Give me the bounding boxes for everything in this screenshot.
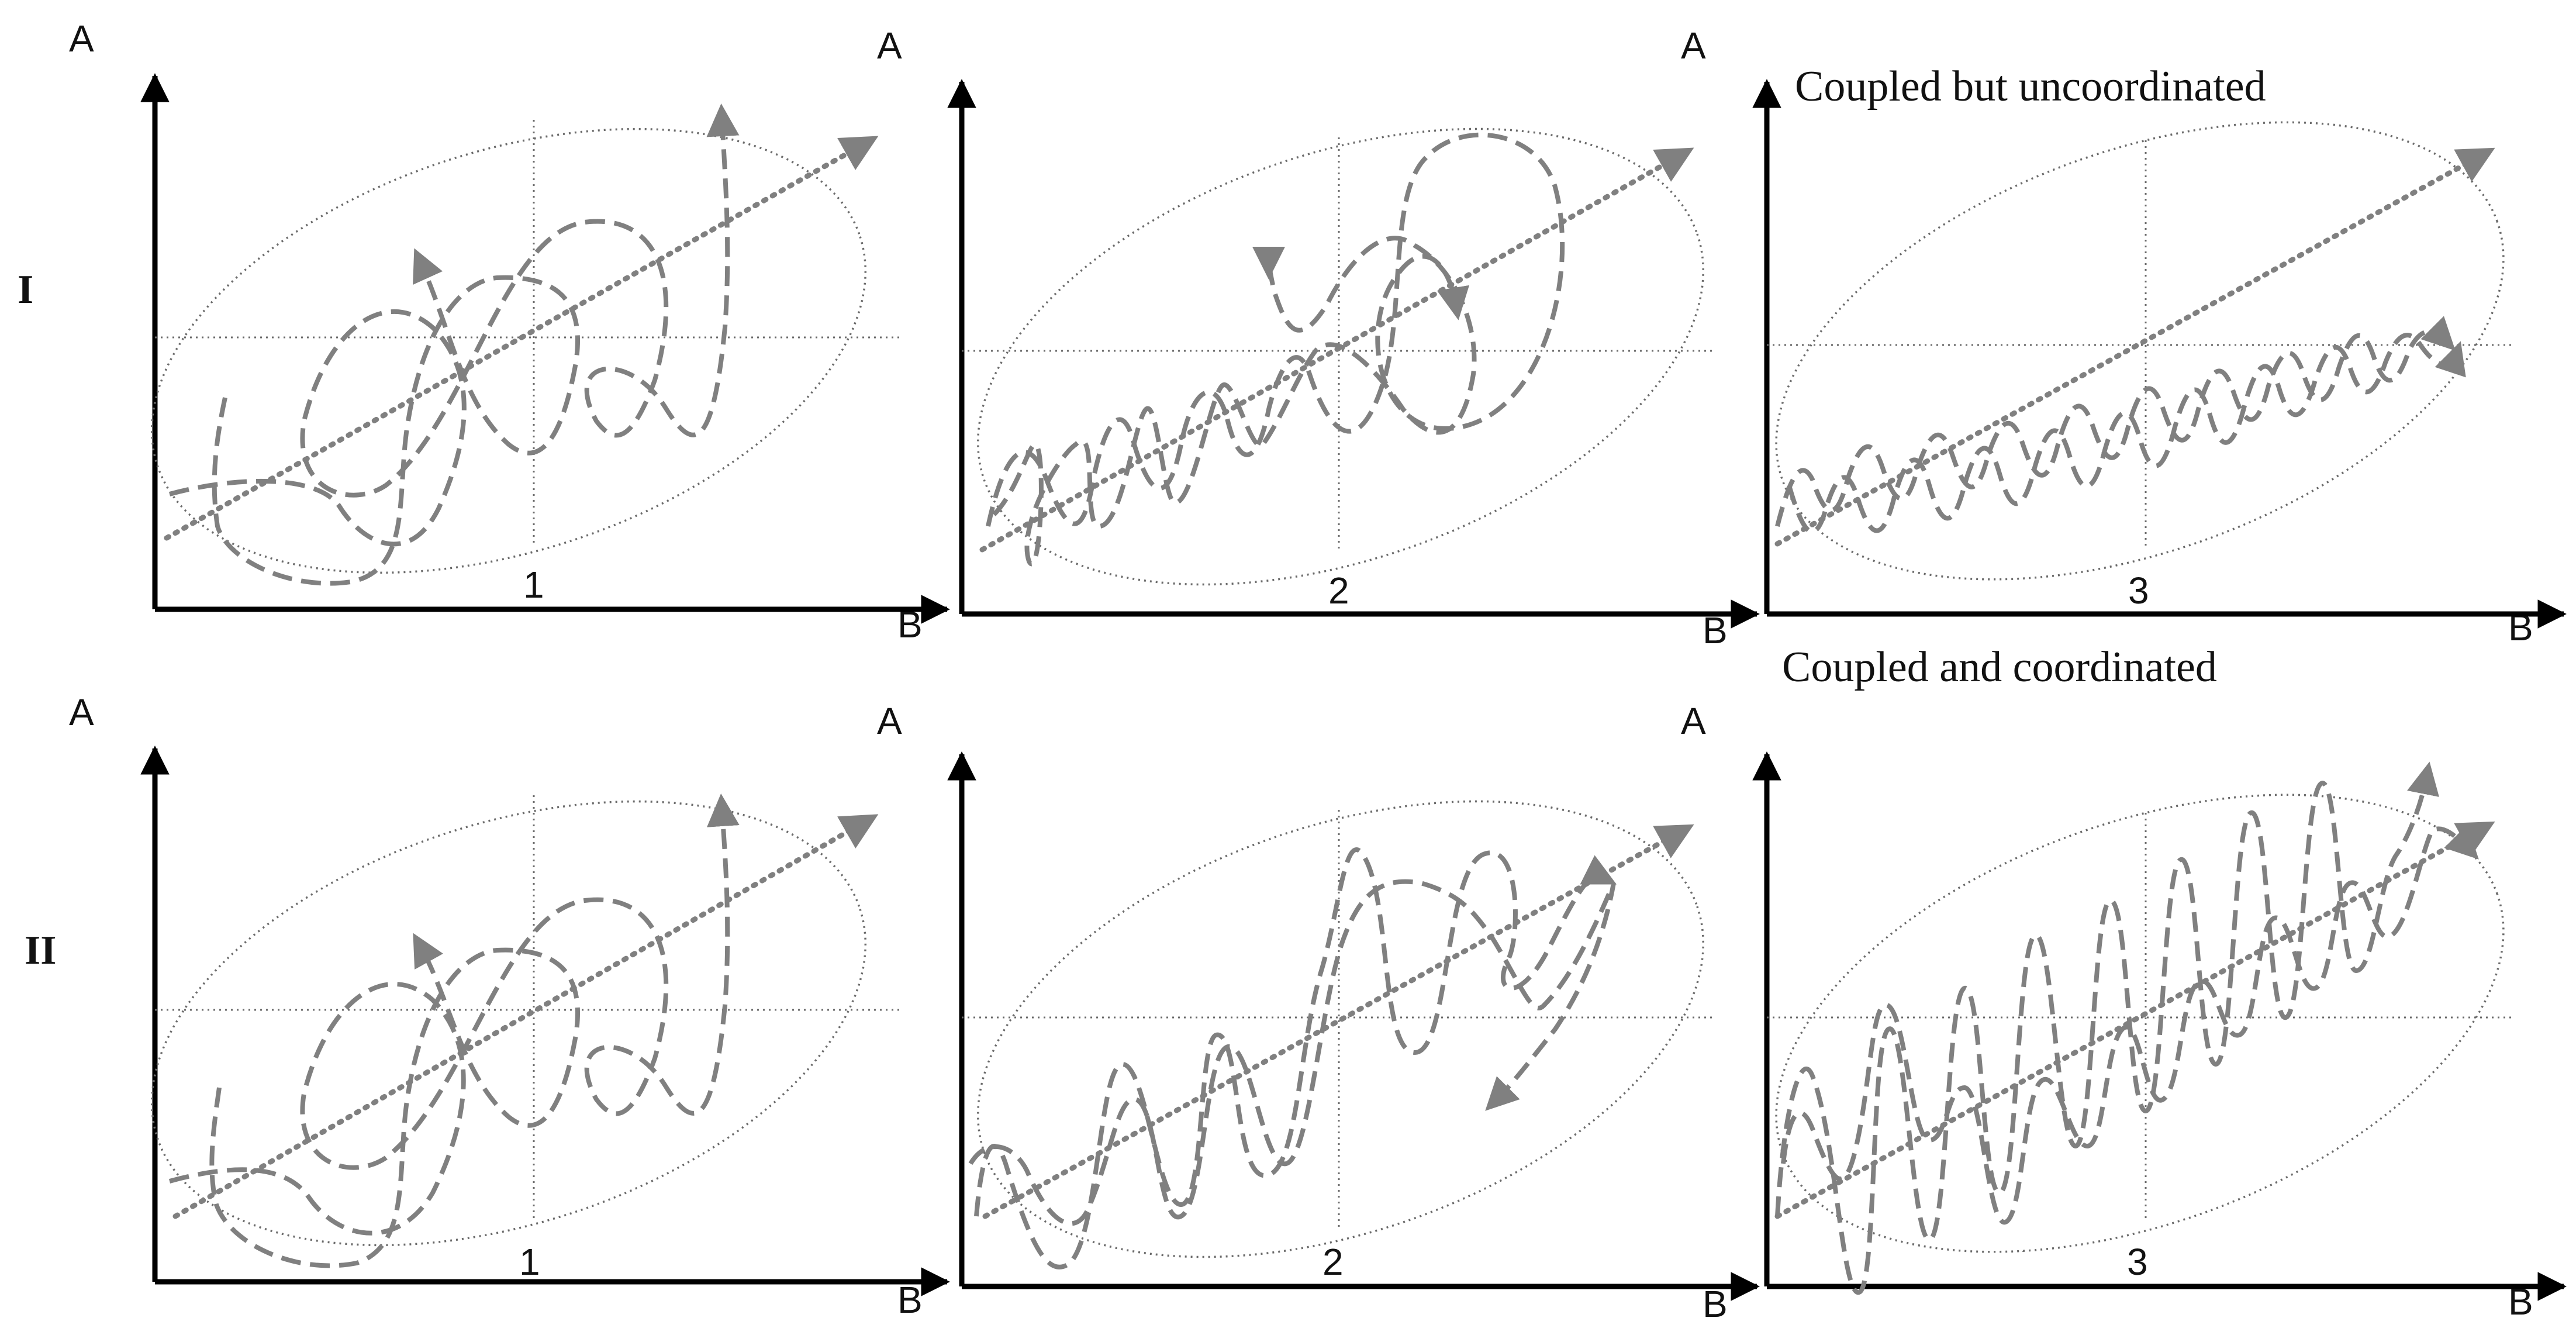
y-axis-label: A xyxy=(1681,700,1706,742)
panel-II-1: A B 1 xyxy=(69,691,950,1321)
trajectory-1 xyxy=(974,847,1617,1269)
confidence-ellipse xyxy=(1775,794,2505,1253)
trend-arrow xyxy=(164,136,879,541)
confidence-ellipse xyxy=(977,800,1704,1258)
panel-number: 1 xyxy=(523,564,544,606)
trajectory-2 xyxy=(168,104,740,547)
panel-number: 1 xyxy=(519,1241,540,1283)
y-axis-label: A xyxy=(69,691,94,733)
trajectory-2 xyxy=(992,236,1477,567)
trend-arrow xyxy=(982,824,1694,1219)
caption-coordinated: Coupled and coordinated xyxy=(1782,643,2217,691)
trajectory-2 xyxy=(968,879,1616,1226)
trajectory-1 xyxy=(1775,316,2456,527)
panel-II-2: A B 2 xyxy=(877,700,1760,1325)
panel-I-1: A B 1 xyxy=(69,18,950,646)
x-axis-label: B xyxy=(897,1279,923,1321)
panel-number: 2 xyxy=(1328,570,1349,612)
y-axis-label: A xyxy=(1681,25,1706,67)
caption-uncoordinated: Coupled but uncoordinated xyxy=(1795,63,2266,111)
y-axis-label: A xyxy=(69,18,94,60)
row-label-2: II xyxy=(25,928,56,973)
panel-number: 3 xyxy=(2127,1241,2148,1283)
trend-arrow xyxy=(1774,147,2495,547)
trend-arrow xyxy=(979,147,1694,553)
trajectory-1 xyxy=(1775,761,2439,1295)
confidence-ellipse xyxy=(1775,121,2505,581)
panel-number: 2 xyxy=(1322,1241,1344,1283)
panel-II-3: A B 3 xyxy=(1681,700,2567,1323)
trajectory-2 xyxy=(168,794,740,1236)
panel-I-2: A B 2 xyxy=(877,25,1760,651)
y-axis-label: A xyxy=(877,700,902,742)
trajectory-2 xyxy=(1781,824,2479,1224)
trajectory-1 xyxy=(986,132,1565,527)
trajectory-1 xyxy=(212,248,580,586)
trajectory-1 xyxy=(209,933,580,1268)
confidence-ellipse xyxy=(977,127,1704,586)
panel-I-3: A B 3 xyxy=(1681,25,2567,648)
x-axis-label: B xyxy=(1703,1283,1728,1325)
y-axis-label: A xyxy=(877,25,902,67)
confidence-ellipse xyxy=(150,800,867,1247)
panel-number: 3 xyxy=(2128,570,2149,612)
row-label-1: I xyxy=(18,267,33,312)
trajectory-2 xyxy=(1787,333,2466,534)
confidence-ellipse xyxy=(150,127,867,574)
trend-arrow xyxy=(172,814,879,1219)
